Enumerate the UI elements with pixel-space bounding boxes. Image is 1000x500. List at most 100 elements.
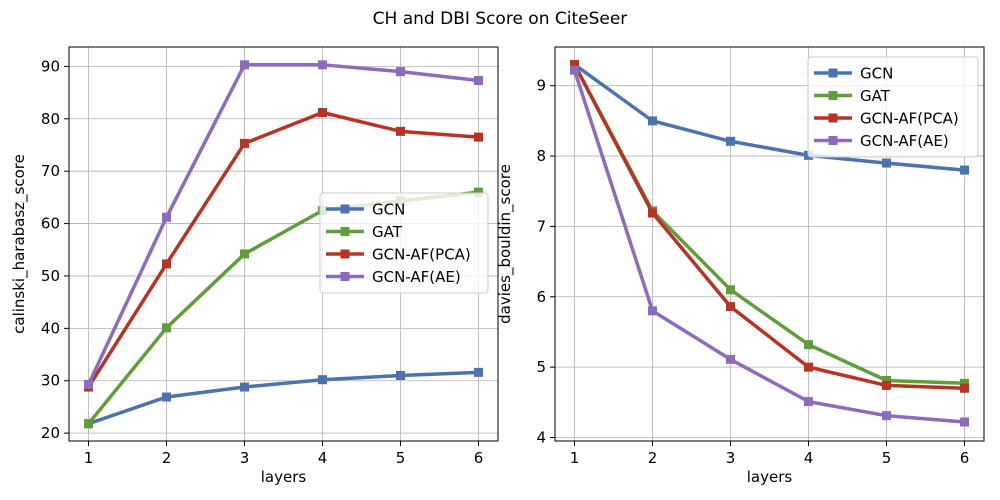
data-point [240, 382, 249, 392]
x-tick-label: 3 [240, 449, 250, 467]
data-point [162, 392, 171, 402]
legend-label: GCN [372, 201, 405, 219]
data-point [804, 362, 813, 372]
legend-marker [340, 249, 350, 259]
x-tick-label: 2 [162, 449, 172, 467]
data-point [804, 340, 813, 350]
data-point [84, 419, 93, 429]
legend-marker [340, 204, 350, 214]
x-tick-label: 6 [474, 449, 484, 467]
x-tick-label: 4 [804, 449, 814, 467]
y-axis-label: calinski_harabasz_score [10, 154, 29, 334]
y-tick-label: 90 [41, 57, 60, 75]
figure-title: CH and DBI Score on CiteSeer [373, 9, 628, 29]
data-point [396, 126, 405, 136]
gridlines [555, 47, 984, 441]
legend-item: GCN-AF(PCA) [814, 110, 959, 128]
legend-marker [828, 68, 838, 78]
legend-item: GCN-AF(PCA) [326, 246, 471, 264]
legend-label: GAT [860, 87, 891, 105]
y-tick-label: 9 [536, 77, 546, 95]
axes-frame [68, 46, 499, 442]
legend-item: GCN [326, 201, 405, 219]
legend-marker [828, 113, 838, 123]
data-point [318, 375, 327, 385]
x-tick-label: 4 [318, 449, 328, 467]
y-tick-label: 60 [41, 215, 60, 233]
data-point [960, 378, 969, 388]
legend-box [319, 192, 489, 294]
legend-marker [340, 227, 350, 236]
legend-marker [828, 91, 838, 100]
y-tick-label: 40 [41, 319, 60, 337]
x-tick-label: 1 [570, 449, 580, 467]
data-point [960, 417, 969, 427]
x-axis-label: layers [261, 468, 307, 486]
data-point [162, 212, 171, 222]
data-point [648, 306, 657, 316]
data-point [162, 323, 171, 333]
data-point [474, 76, 483, 86]
x-tick-label: 1 [84, 449, 94, 467]
data-point [474, 367, 483, 377]
y-tick-label: 80 [41, 110, 60, 128]
data-point [960, 383, 969, 393]
y-tick-label: 70 [41, 162, 60, 180]
y-tick-label: 6 [536, 288, 546, 306]
legend-label: GCN-AF(AE) [372, 268, 461, 286]
legend-label: GCN [860, 65, 893, 83]
data-point [318, 107, 327, 117]
data-point [396, 67, 405, 77]
legend-item: GCN-AF(AE) [326, 268, 461, 286]
y-tick-label: 30 [41, 372, 60, 390]
data-point [240, 138, 249, 148]
x-tick-label: 2 [648, 449, 658, 467]
data-point [240, 249, 249, 259]
x-axis-label: layers [747, 468, 793, 486]
series-gcn-af-pca [570, 60, 969, 393]
data-point [570, 65, 579, 75]
data-point [804, 397, 813, 407]
data-point [474, 187, 483, 197]
legend-label: GCN-AF(AE) [860, 132, 949, 150]
x-tick-label: 5 [882, 449, 892, 467]
legend: GCN GAT GCN-AF(PCA) GCN-AF(AE) [319, 192, 489, 294]
y-tick-label: 7 [536, 217, 546, 235]
data-point [570, 60, 579, 70]
y-tick-label: 50 [41, 267, 60, 285]
data-point [162, 259, 171, 269]
data-point [726, 285, 735, 295]
legend-item: GAT [326, 223, 403, 241]
series-line [572, 69, 965, 424]
legend-label: GCN-AF(PCA) [372, 246, 471, 264]
y-axis-label: davies_bouldin_score [496, 164, 515, 324]
series-gcn [84, 367, 483, 429]
data-point [882, 411, 891, 421]
data-point [474, 132, 483, 142]
data-point [396, 371, 405, 381]
legend-box [807, 56, 979, 158]
x-tick-label: 6 [960, 449, 970, 467]
series-line [87, 370, 479, 426]
data-point [882, 380, 891, 390]
x-tick-label: 3 [726, 449, 736, 467]
y-tick-label: 20 [41, 424, 60, 442]
legend-marker [340, 272, 350, 281]
y-tick-label: 5 [536, 358, 546, 376]
data-point [84, 379, 93, 389]
legend-label: GAT [372, 223, 403, 241]
series-gcn-af-ae [84, 60, 483, 389]
y-tick-label: 8 [536, 147, 546, 165]
chart-panel-ch: 1 2 3 4 5 6 20 30 40 50 60 70 80 90 layers calinski_har… [10, 46, 499, 486]
data-point [726, 302, 735, 312]
data-point [882, 158, 891, 168]
legend-item: GCN [814, 65, 893, 83]
series-line [86, 63, 479, 386]
legend-label: GCN-AF(PCA) [860, 110, 959, 128]
data-point [882, 375, 891, 385]
y-tick-label: 4 [536, 428, 546, 446]
data-point [318, 60, 327, 70]
legend-item: GCN-AF(AE) [814, 132, 949, 150]
series-gcn-af-ae [570, 65, 969, 427]
